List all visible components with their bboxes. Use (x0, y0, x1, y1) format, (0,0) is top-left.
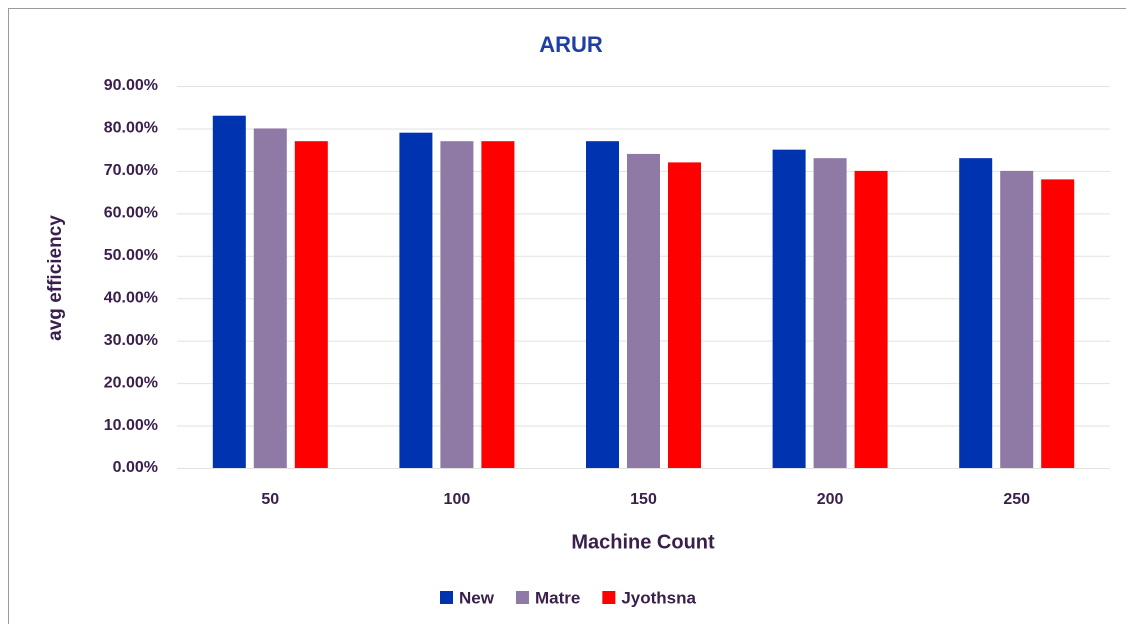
y-axis-label: avg efficiency (45, 215, 66, 341)
legend-label: Jyothsna (621, 588, 696, 607)
bar (627, 153, 660, 468)
y-tick-label: 40.00% (104, 289, 158, 306)
y-tick-label: 60.00% (104, 205, 158, 222)
y-tick-label: 90.00% (104, 77, 158, 94)
x-tick-label: 150 (630, 491, 657, 508)
bar (481, 141, 515, 468)
bar (399, 132, 433, 468)
y-tick-label: 20.00% (104, 374, 158, 391)
y-tick-label: 0.00% (113, 459, 158, 476)
bar (959, 158, 993, 468)
x-tick-label: 50 (261, 491, 279, 508)
bar (212, 115, 246, 468)
x-tick-label: 250 (1003, 491, 1030, 508)
legend-swatch (602, 591, 616, 604)
legend-swatch (440, 591, 453, 604)
legend-swatch (515, 591, 529, 604)
y-tick-label: 50.00% (104, 247, 158, 264)
x-axis-label: Machine Count (571, 531, 715, 553)
bar (668, 162, 701, 468)
y-tick-label: 30.00% (104, 332, 158, 349)
bar (586, 141, 619, 468)
bar (772, 149, 806, 468)
y-tick-label: 10.00% (104, 417, 158, 434)
bar (854, 170, 888, 468)
legend-label: New (459, 588, 495, 607)
bar (440, 141, 474, 468)
bar (294, 141, 328, 468)
bar (253, 128, 287, 468)
y-tick-label: 70.00% (104, 162, 158, 179)
x-tick-label: 200 (817, 491, 844, 508)
legend-label: Matre (535, 588, 580, 607)
bar (1041, 179, 1075, 468)
bar (1000, 170, 1034, 468)
x-tick-label: 100 (444, 491, 471, 508)
bar (813, 158, 847, 468)
chart-frame (8, 8, 1126, 624)
y-tick-label: 80.00% (104, 120, 158, 137)
chart-title: ARUR (539, 32, 603, 57)
